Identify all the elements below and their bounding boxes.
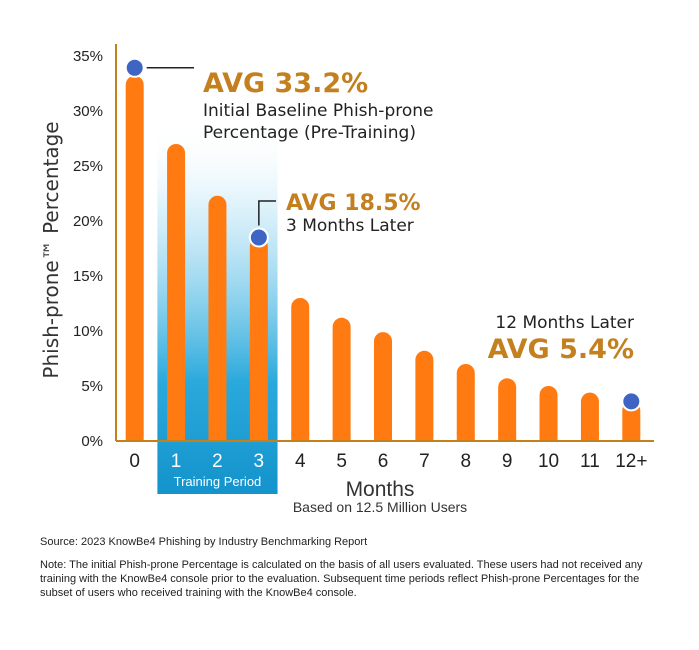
bar-11 <box>580 392 599 441</box>
annotation-marker <box>621 391 642 412</box>
bar-2 <box>208 195 227 441</box>
bar-base <box>580 432 599 441</box>
x-tick-label: 12+ <box>615 451 647 472</box>
y-tick-label: 15% <box>73 268 103 285</box>
x-tick-label: 4 <box>295 451 306 472</box>
x-tick-label: 9 <box>502 451 513 472</box>
bar-base <box>167 432 186 441</box>
annotation-marker <box>248 227 269 248</box>
bar-12+ <box>622 401 641 441</box>
x-tick-label: 5 <box>336 451 347 472</box>
x-tick-label: 6 <box>378 451 389 472</box>
bar-8 <box>456 364 475 441</box>
y-tick-label: 20% <box>73 213 103 230</box>
source-note: Source: 2023 KnowBe4 Phishing by Industr… <box>40 536 368 548</box>
bar-base <box>374 432 392 441</box>
y-tick-label: 0% <box>81 433 103 450</box>
annotation-text: Initial Baseline Phish-prone <box>203 101 433 121</box>
bar-base <box>498 432 517 441</box>
annotation-leader <box>258 200 276 226</box>
bar-5 <box>332 317 351 441</box>
bar-chart: 0% 5% 10% 15% 20% 25% 30% 35% 0 1 2 3 4 5 6 7 8 9 10 11 12+… <box>39 44 654 515</box>
x-tick-label: 3 <box>254 451 265 472</box>
y-tick-label: 30% <box>73 103 103 120</box>
x-axis-title: Months <box>346 478 415 501</box>
bar-base <box>208 432 227 441</box>
annotation-value: AVG 18.5% <box>286 191 421 216</box>
methodology-note: Note: The initial Phish-prone Percentage… <box>40 559 643 599</box>
bar-4 <box>291 298 310 441</box>
bar-9 <box>498 378 517 441</box>
y-tick-label: 25% <box>73 158 103 175</box>
bar-base <box>622 432 641 441</box>
bar-0 <box>125 75 144 442</box>
bar-10 <box>539 386 558 441</box>
bar-1 <box>167 144 186 441</box>
x-tick-label: 10 <box>538 451 559 472</box>
x-tick-label: 1 <box>171 451 182 472</box>
bar-3 <box>249 237 268 441</box>
annotation-value: AVG 33.2% <box>203 68 368 99</box>
annotation-text: Percentage (Pre-Training) <box>203 123 416 143</box>
bar-7 <box>415 350 434 441</box>
bar-base <box>291 432 310 441</box>
bar-base <box>125 432 144 441</box>
x-tick-label: 7 <box>419 451 430 472</box>
x-tick-label: 0 <box>129 451 140 472</box>
annotation-text: 3 Months Later <box>286 216 414 236</box>
annotation-text: 12 Months Later <box>495 313 634 333</box>
annotation-value: AVG 5.4% <box>488 334 634 365</box>
x-axis-subtitle: Based on 12.5 Million Users <box>293 499 467 515</box>
x-tick-label: 11 <box>580 451 600 472</box>
bar-base <box>456 432 475 441</box>
training-period-label: Training Period <box>174 474 262 489</box>
bar-base <box>249 432 268 441</box>
x-tick-label: 2 <box>212 451 223 472</box>
bar-base <box>415 432 434 441</box>
y-axis-title: Phish-prone™ Percentage <box>39 121 63 378</box>
x-tick-label: 8 <box>460 451 471 472</box>
bar-base <box>539 432 558 441</box>
bar-6 <box>374 332 392 441</box>
annotation-marker <box>124 57 145 78</box>
bar-base <box>332 432 351 441</box>
y-tick-label: 10% <box>73 323 103 340</box>
y-tick-label: 35% <box>73 48 103 65</box>
y-tick-label: 5% <box>81 378 103 395</box>
